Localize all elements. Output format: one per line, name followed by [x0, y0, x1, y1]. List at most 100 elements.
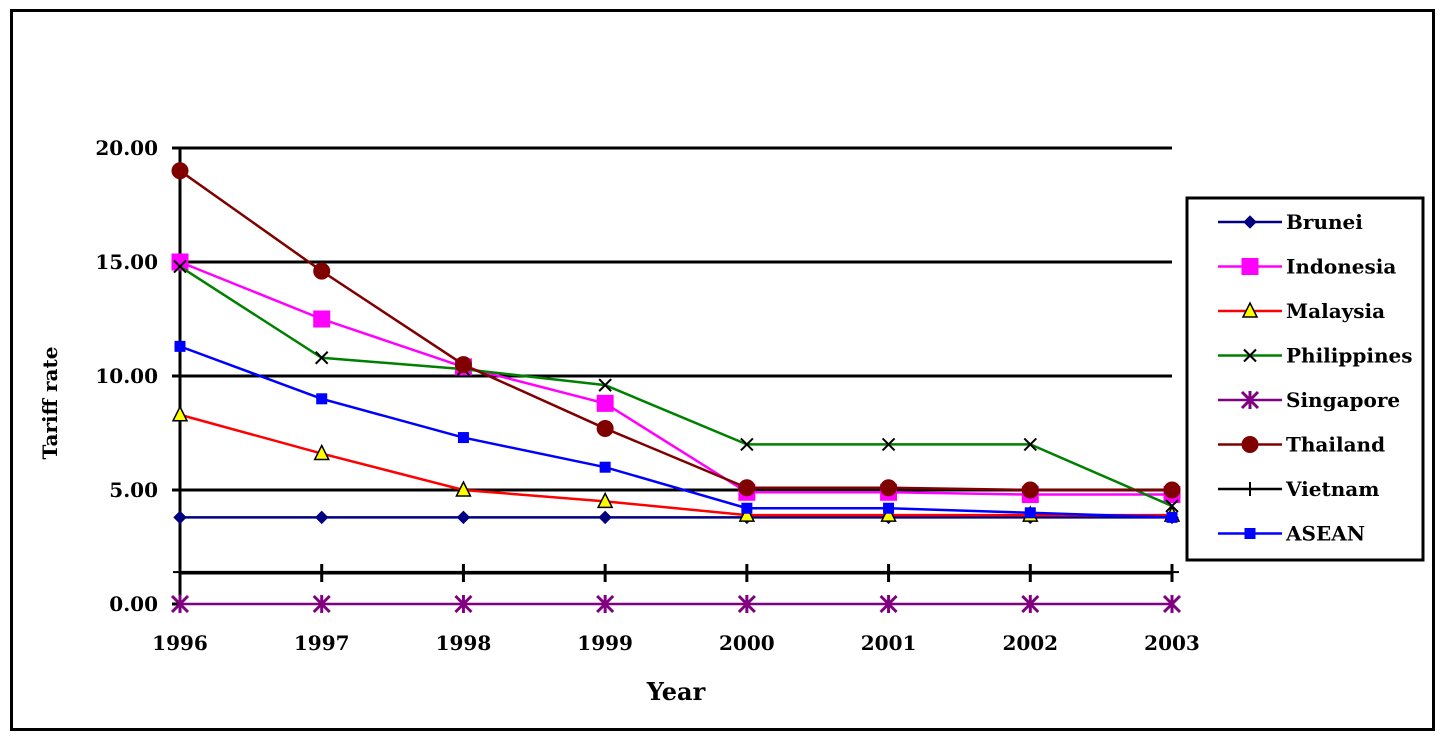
data-point: [455, 480, 472, 497]
data-point: [598, 378, 612, 392]
data-point: [457, 432, 469, 444]
legend-box: [1185, 196, 1425, 562]
y-tick-label: 0.00: [109, 592, 158, 616]
data-point: [315, 510, 329, 525]
data-point: [879, 594, 898, 614]
x-tick-label: 2000: [719, 631, 775, 655]
data-point: [1023, 437, 1037, 452]
data-point: [596, 419, 614, 437]
series-malaysia: [171, 405, 1181, 522]
y-axis-title: Tariff rate: [38, 347, 62, 460]
data-point: [596, 394, 614, 412]
legend-item: ASEAN: [1218, 522, 1365, 546]
data-point: [599, 461, 611, 473]
legend-label: Indonesia: [1286, 255, 1396, 279]
legend-item: Brunei: [1218, 210, 1363, 234]
series-philippines: [173, 259, 1179, 513]
data-point: [454, 356, 472, 374]
y-tick-label: 10.00: [95, 364, 158, 388]
data-point: [171, 253, 189, 271]
data-point: [596, 594, 615, 614]
y-tick-label: 5.00: [109, 478, 158, 502]
data-point: [316, 393, 328, 405]
data-point: [881, 565, 896, 580]
data-point: [598, 565, 613, 580]
data-point: [596, 491, 614, 509]
data-point: [738, 479, 756, 497]
data-point: [313, 310, 331, 328]
data-point: [456, 565, 471, 580]
series-line: [179, 413, 1172, 517]
legend-item: Malaysia: [1218, 299, 1385, 323]
data-point: [312, 594, 331, 614]
legend-label: Philippines: [1286, 344, 1412, 368]
legend-label: Malaysia: [1286, 299, 1385, 323]
data-point: [881, 437, 896, 452]
legend-marker: [1241, 301, 1259, 318]
legend-item: Philippines: [1218, 344, 1412, 368]
legend-marker: [1241, 258, 1259, 275]
data-point: [740, 437, 754, 452]
data-point: [1166, 511, 1178, 523]
data-point: [1163, 481, 1181, 499]
marker-stroke: [315, 351, 329, 365]
legend-marker: [1244, 528, 1256, 539]
data-point: [880, 505, 897, 522]
data-point: [1021, 594, 1040, 614]
legend-item: Singapore: [1218, 388, 1400, 412]
data-point: [1165, 499, 1179, 513]
legend-item: Thailand: [1218, 433, 1385, 457]
legend-label: Vietnam: [1285, 477, 1379, 501]
data-point: [314, 565, 329, 580]
x-tick-label: 2001: [861, 631, 917, 655]
data-point: [174, 340, 186, 352]
data-point: [1162, 594, 1182, 614]
marker-stroke: [1243, 348, 1257, 363]
data-point: [880, 479, 898, 497]
series-asean: [174, 340, 1178, 523]
data-point: [313, 443, 330, 461]
legend-item: Vietnam: [1218, 477, 1379, 501]
series-line: [179, 345, 1173, 519]
marker-stroke: [1023, 437, 1037, 452]
data-point: [598, 510, 612, 525]
data-point: [1021, 481, 1039, 499]
marker-stroke: [173, 259, 187, 274]
x-tick-label: 1999: [577, 631, 633, 655]
legend-marker: [1241, 436, 1259, 453]
y-tick-label: 20.00: [95, 136, 158, 160]
data-point: [738, 505, 756, 522]
x-tick-label: 1996: [152, 631, 208, 655]
y-tick-label: 15.00: [95, 250, 158, 274]
marker-stroke: [1165, 499, 1179, 513]
data-point: [170, 594, 190, 614]
data-point: [171, 405, 189, 422]
data-point: [1023, 565, 1038, 580]
data-point: [739, 565, 754, 580]
marker-stroke: [598, 378, 612, 392]
data-point: [171, 162, 189, 180]
x-tick-label: 2002: [1002, 631, 1058, 655]
legend: Brunei Indonesia Malaysia Philippines Singap…: [1185, 196, 1425, 562]
data-point: [173, 510, 187, 525]
data-point: [741, 502, 753, 514]
series-indonesia: [171, 253, 1181, 504]
series-line: [179, 260, 1172, 496]
data-point: [173, 565, 187, 580]
series-line: [179, 169, 1172, 492]
legend-label: Thailand: [1286, 433, 1385, 457]
data-point: [454, 594, 473, 614]
x-tick-label: 1998: [436, 631, 492, 655]
data-point: [315, 351, 329, 365]
x-axis-title: Year: [646, 677, 706, 706]
y-tick-labels: 0.00 5.00 10.00 15.00 20.00: [95, 136, 158, 616]
marker-stroke: [740, 437, 754, 452]
x-tick-label: 1997: [294, 631, 350, 655]
data-point: [1165, 565, 1179, 580]
legend-label: ASEAN: [1285, 522, 1365, 546]
series-thailand: [171, 162, 1181, 499]
legend-label: Singapore: [1286, 388, 1400, 412]
series-group: [170, 162, 1182, 614]
data-point: [1024, 507, 1036, 519]
data-point: [883, 502, 895, 514]
